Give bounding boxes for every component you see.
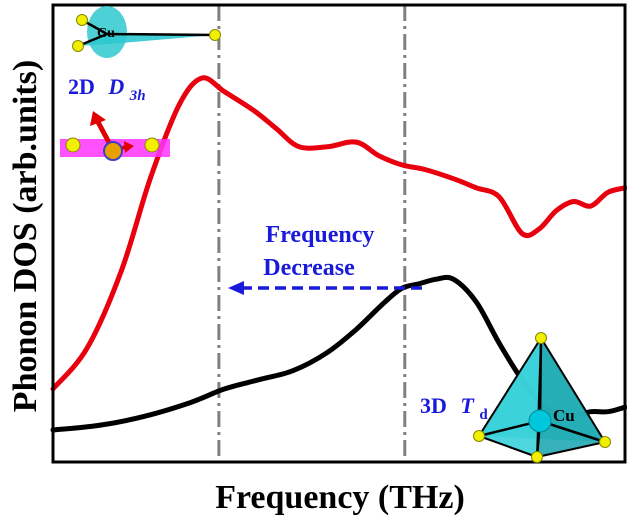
tetrahedral-cu-label: Cu bbox=[553, 406, 575, 425]
ligand-atom bbox=[531, 451, 543, 463]
cu-planar-disc bbox=[87, 6, 127, 58]
frequency-decrease-arrow bbox=[228, 281, 422, 295]
ligand-atom bbox=[535, 332, 547, 344]
arrow-label-line-2: Decrease bbox=[263, 255, 355, 281]
tetrahedron-face bbox=[479, 338, 541, 457]
ligand-atom bbox=[599, 436, 611, 448]
vibration-vector-short-head bbox=[124, 141, 134, 153]
cu-atom bbox=[528, 409, 552, 433]
planar-bond-wedge bbox=[78, 34, 215, 46]
arrow-head bbox=[228, 281, 244, 295]
ligand-atom bbox=[209, 29, 221, 41]
red-symmetry-subscript: 3h bbox=[129, 88, 146, 104]
planar-cu-label: Cu bbox=[97, 26, 115, 41]
planar-vibration-image bbox=[60, 111, 170, 161]
planar-cu-structure-image: Cu bbox=[72, 6, 221, 58]
tetrahedron-edge bbox=[478, 337, 542, 437]
ligand-atom bbox=[65, 137, 81, 153]
tetrahedron-edge bbox=[540, 337, 606, 443]
vibration-vector-head bbox=[90, 111, 106, 126]
planar-bond bbox=[106, 32, 216, 37]
arrow-label-line-1: Frequency bbox=[266, 222, 375, 248]
ligand-atom bbox=[144, 137, 160, 153]
black-symmetry-dim: 3D bbox=[420, 393, 447, 418]
red-curve-symmetry-label: 2D D 3h bbox=[68, 74, 146, 104]
cu-bond bbox=[538, 337, 543, 422]
ligand-atom bbox=[72, 40, 84, 52]
tetrahedron-face bbox=[537, 338, 605, 457]
reference-lines bbox=[217, 5, 407, 462]
cu-atom bbox=[103, 141, 123, 161]
red-symmetry-symbol: D bbox=[107, 74, 124, 99]
black-curve-symmetry-label: 3D T d bbox=[420, 393, 488, 423]
ligand-atom bbox=[473, 430, 485, 442]
black-symmetry-symbol: T bbox=[460, 393, 475, 418]
tetrahedron-edge bbox=[536, 441, 606, 458]
plot-frame bbox=[51, 3, 627, 464]
red-dos-curve bbox=[50, 75, 627, 392]
tetrahedral-cu-structure-image: Cu bbox=[473, 332, 611, 463]
black-symmetry-subscript: d bbox=[479, 407, 488, 423]
red-symmetry-dim: 2D bbox=[68, 74, 95, 99]
y-axis-label: Phonon DOS (arb.units) bbox=[7, 60, 44, 412]
x-axis-label: Frequency (THz) bbox=[215, 479, 465, 516]
tetrahedron-edge bbox=[478, 435, 538, 458]
ligand-atom bbox=[76, 14, 88, 26]
